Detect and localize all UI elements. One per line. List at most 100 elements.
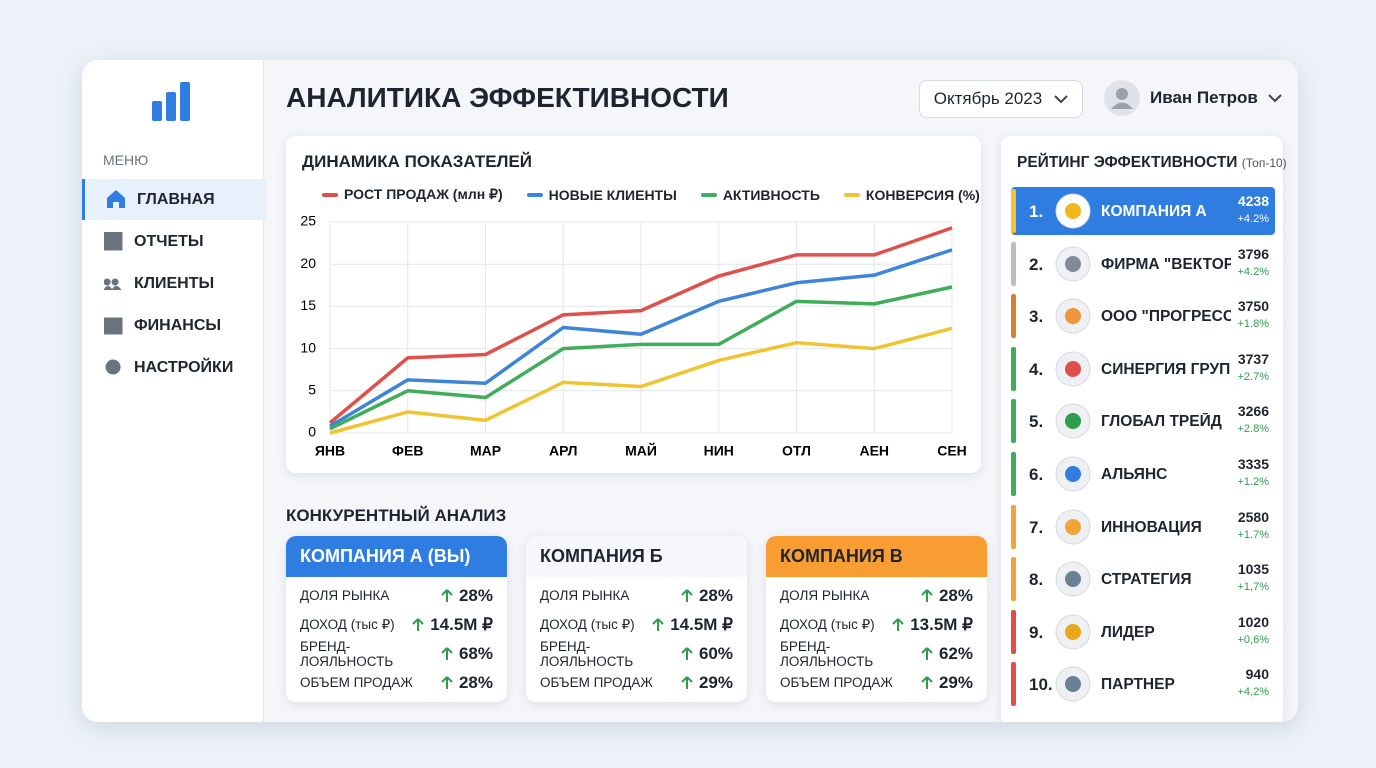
icon-mark: [1065, 466, 1081, 482]
rank-bar: [1011, 609, 1016, 654]
company-icon: [1055, 298, 1091, 334]
metric-label: БРЕНД-ЛОЯЛЬНОСТЬ: [540, 638, 634, 669]
legend: РОСТ ПРОДАЖ (млн ₽) НОВЫЕ КЛИЕНТЫ АКТИВНОС…: [322, 186, 980, 203]
metric-value: 14.5М ₽: [670, 614, 733, 634]
ranking-row[interactable]: 5. ГЛОБАЛ ТРЕЙД 3266 +2.8%: [1011, 397, 1275, 445]
ranking-row[interactable]: 4. СИНЕРГИЯ ГРУПП 3737 +2.7%: [1011, 345, 1275, 393]
rank-number: 5.: [1029, 412, 1044, 432]
company-icon: [1055, 246, 1091, 282]
change: +4,2%: [1237, 686, 1270, 699]
card-header: КОМПАНИЯ Б: [526, 536, 747, 577]
metric-value: 68%: [458, 643, 493, 663]
up-arrow: [412, 617, 424, 631]
arrow-shape: [892, 617, 904, 631]
metric-value-wrap: 14.5М ₽: [652, 615, 733, 635]
legend-swatch: [700, 192, 717, 197]
period: Октябрь 2023: [933, 89, 1043, 108]
ranking-row[interactable]: 9. ЛИДЕР 1020 +0,6%: [1011, 608, 1275, 656]
y-tick-label: 10: [300, 339, 316, 355]
x-tick-label: НИН: [704, 443, 734, 459]
rank-bar: [1011, 504, 1016, 549]
change: +1.7%: [1237, 528, 1270, 541]
menu-item[interactable]: КЛИЕНТЫ: [82, 263, 263, 304]
menu-item[interactable]: ГЛАВНАЯ: [82, 179, 266, 220]
up-arrow: [441, 646, 453, 660]
metric-label: ОБЪЕМ ПРОДАЖ: [540, 675, 653, 690]
legend-label: РОСТ ПРОДАЖ (млн ₽): [344, 186, 503, 202]
icon-shape: [104, 317, 123, 335]
up-arrow: [681, 675, 693, 689]
arrow-shape: [681, 675, 693, 689]
rank-bar: [1011, 557, 1016, 602]
metric-label: ДОХОД (тыс ₽): [780, 616, 875, 632]
ranking-row[interactable]: 3. ООО "ПРОГРЕСС" 3750 +1.8%: [1011, 292, 1275, 340]
score: 3266: [1237, 403, 1269, 420]
metric-row: ДОЛЯ РЫНКА 28%: [286, 581, 507, 610]
score: 4238: [1237, 193, 1269, 209]
company-icon: [1055, 666, 1091, 702]
menu-text: ГЛАВНАЯ: [137, 190, 215, 208]
menu-item[interactable]: НАСТРОЙКИ: [82, 347, 263, 388]
menu-item[interactable]: ОТЧЕТЫ: [82, 221, 263, 262]
rank-number: 7.: [1029, 517, 1044, 537]
x-tick-label: АЕН: [859, 443, 889, 459]
company-name: ГЛОБАЛ ТРЕЙД: [1101, 413, 1222, 431]
metric-value: 28%: [458, 672, 493, 692]
ranking-row[interactable]: 8. СТРАТЕГИЯ 1035 +1,7%: [1011, 555, 1275, 603]
rank-number: 8.: [1029, 570, 1044, 590]
menu-icon: [107, 190, 125, 208]
ranking-row[interactable]: 6. АЛЬЯНС 3335 +1.2%: [1011, 450, 1275, 498]
icon-mark: [1065, 571, 1081, 588]
metric-label: ДОЛЯ РЫНКА: [540, 588, 630, 603]
legend-label: АКТИВНОСТЬ: [722, 186, 820, 203]
company-name: КОМПАНИЯ А: [1101, 203, 1207, 220]
y-tick-label: 0: [308, 424, 316, 440]
y-tick-label: 5: [308, 382, 316, 398]
series-line: [329, 248, 953, 428]
metric-value-wrap: 28%: [921, 586, 973, 606]
rank-number: 2.: [1029, 254, 1044, 274]
company-name: СТРАТЕГИЯ: [1101, 571, 1192, 589]
ranking-row[interactable]: 10. ПАРТНЕР 940 +4,2%: [1011, 660, 1275, 708]
metric-value-wrap: 28%: [441, 586, 493, 606]
icon-mark: [1065, 255, 1081, 272]
legend-label: НОВЫЕ КЛИЕНТЫ: [548, 186, 677, 203]
arrow-shape: [681, 588, 693, 602]
ranking-row[interactable]: 2. ФИРМА "ВЕКТОР" 3796 +4.2%: [1011, 240, 1275, 288]
arrow-shape: [921, 675, 933, 689]
up-arrow: [892, 617, 904, 631]
ranking-row[interactable]: 7. ИННОВАЦИЯ 2580 +1.7%: [1011, 503, 1275, 551]
legend-item: КОНВЕРСИЯ (%): [843, 186, 980, 203]
icon-mark: [1065, 308, 1081, 325]
metric-row: ДОЛЯ РЫНКА 28%: [766, 581, 987, 610]
up-arrow: [441, 588, 453, 602]
user-menu[interactable]: Иван Петров: [1104, 80, 1282, 116]
change: +4.2%: [1237, 213, 1270, 225]
competitor-card: КОМПАНИЯ А (ВЫ) ДОЛЯ РЫНКА 28% ДОХОД (тыс ₽…: [286, 536, 507, 702]
menu-item[interactable]: ФИНАНСЫ: [82, 305, 263, 346]
metric-row: ОБЪЕМ ПРОДАЖ 29%: [526, 668, 747, 697]
metric-label: ОБЪЕМ ПРОДАЖ: [300, 675, 413, 690]
legend-label: КОНВЕРСИЯ (%): [865, 186, 980, 203]
metric-value: 28%: [698, 585, 733, 605]
company-name: ФИРМА "ВЕКТОР": [1101, 255, 1231, 273]
score: 3335: [1237, 456, 1269, 472]
rank-number: 4.: [1029, 359, 1044, 379]
company-icon: [1055, 193, 1091, 229]
company-icon: [1055, 456, 1091, 492]
chart-title: ДИНАМИКА ПОКАЗАТЕЛЕЙ: [302, 152, 533, 171]
period-select[interactable]: Октябрь 2023: [919, 80, 1083, 118]
metric-value: 62%: [938, 643, 973, 663]
change: +1.8%: [1237, 318, 1270, 331]
x-tick-label: МАР: [470, 443, 501, 459]
rank-bar: [1011, 294, 1016, 339]
rank-bar: [1011, 662, 1016, 707]
x-tick-label: СЕН: [937, 443, 967, 459]
menu-text: КЛИЕНТЫ: [134, 274, 215, 292]
ranking-row[interactable]: 1. КОМПАНИЯ А 4238 +4.2%: [1011, 187, 1275, 235]
x-tick-label: МАЙ: [625, 442, 657, 459]
competitor-card: КОМПАНИЯ В ДОЛЯ РЫНКА 28% ДОХОД (тыс ₽) 13.5…: [766, 536, 987, 702]
arrow-shape: [681, 646, 693, 660]
card-header: КОМПАНИЯ В: [766, 536, 987, 577]
